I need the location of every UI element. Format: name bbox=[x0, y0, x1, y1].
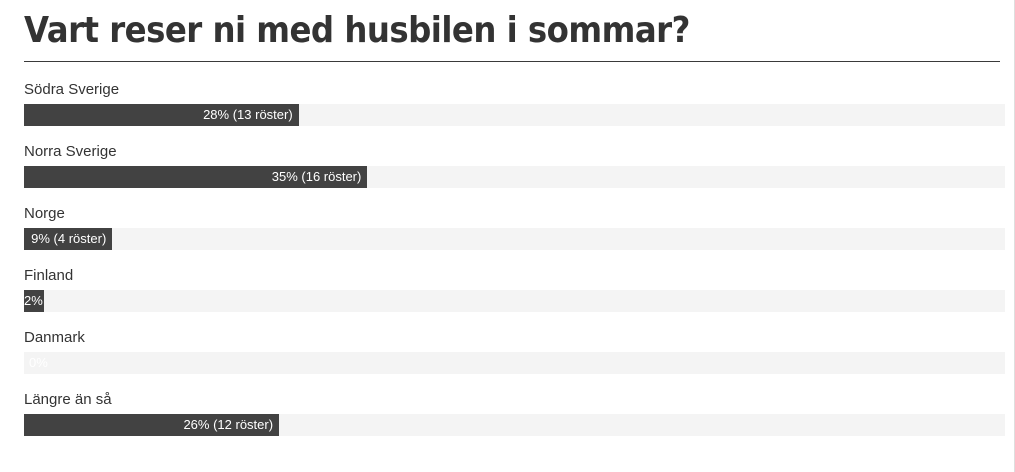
poll-option-label: Längre än så bbox=[24, 391, 112, 408]
page-title: Vart reser ni med husbilen i sommar? bbox=[24, 10, 690, 51]
poll-option-label: Danmark bbox=[24, 329, 85, 346]
poll-bar-result-text: 2% bbox=[24, 293, 43, 308]
title-divider bbox=[24, 61, 1000, 62]
poll-bar-result-text: 26% (12 röster) bbox=[183, 417, 274, 432]
poll-option-label: Norra Sverige bbox=[24, 143, 117, 160]
poll-bar-fill bbox=[24, 290, 44, 312]
list-item: Längre än så 26% (12 röster) bbox=[24, 391, 1005, 436]
poll-bar-result-text: 9% (4 röster) bbox=[31, 231, 107, 246]
poll-bar-track: 28% (13 röster) bbox=[24, 104, 1005, 126]
poll-bar-result-text: 35% (16 röster) bbox=[271, 169, 362, 184]
list-item: Södra Sverige 28% (13 röster) bbox=[24, 81, 1005, 126]
poll-option-label: Norge bbox=[24, 205, 65, 222]
poll-bar-result-text: 0% bbox=[29, 355, 48, 370]
poll-option-label: Finland bbox=[24, 267, 74, 284]
poll-bar-track: 2% bbox=[24, 290, 1005, 312]
poll-bar-fill bbox=[24, 166, 368, 188]
poll-bar-track: 0% bbox=[24, 352, 1005, 374]
poll-widget: Vart reser ni med husbilen i sommar? Söd… bbox=[24, 0, 1005, 436]
list-item: Danmark 0% bbox=[24, 329, 1005, 374]
list-item: Norra Sverige 35% (16 röster) bbox=[24, 143, 1005, 188]
poll-option-label: Södra Sverige bbox=[24, 81, 120, 98]
poll-bar-fill bbox=[24, 104, 299, 126]
list-item: Norge 9% (4 röster) bbox=[24, 205, 1005, 250]
list-item: Finland 2% bbox=[24, 267, 1005, 312]
poll-bar-track: 9% (4 röster) bbox=[24, 228, 1005, 250]
poll-bar-fill bbox=[24, 228, 113, 250]
poll-bar-fill bbox=[24, 414, 280, 436]
poll-bar-result-text: 28% (13 röster) bbox=[203, 107, 293, 122]
poll-bar-track: 26% (12 röster) bbox=[24, 414, 1005, 436]
poll-bar-track: 35% (16 röster) bbox=[24, 166, 1005, 188]
poll-results-list: Södra Sverige 28% (13 röster) Norra Sver… bbox=[24, 81, 1005, 436]
